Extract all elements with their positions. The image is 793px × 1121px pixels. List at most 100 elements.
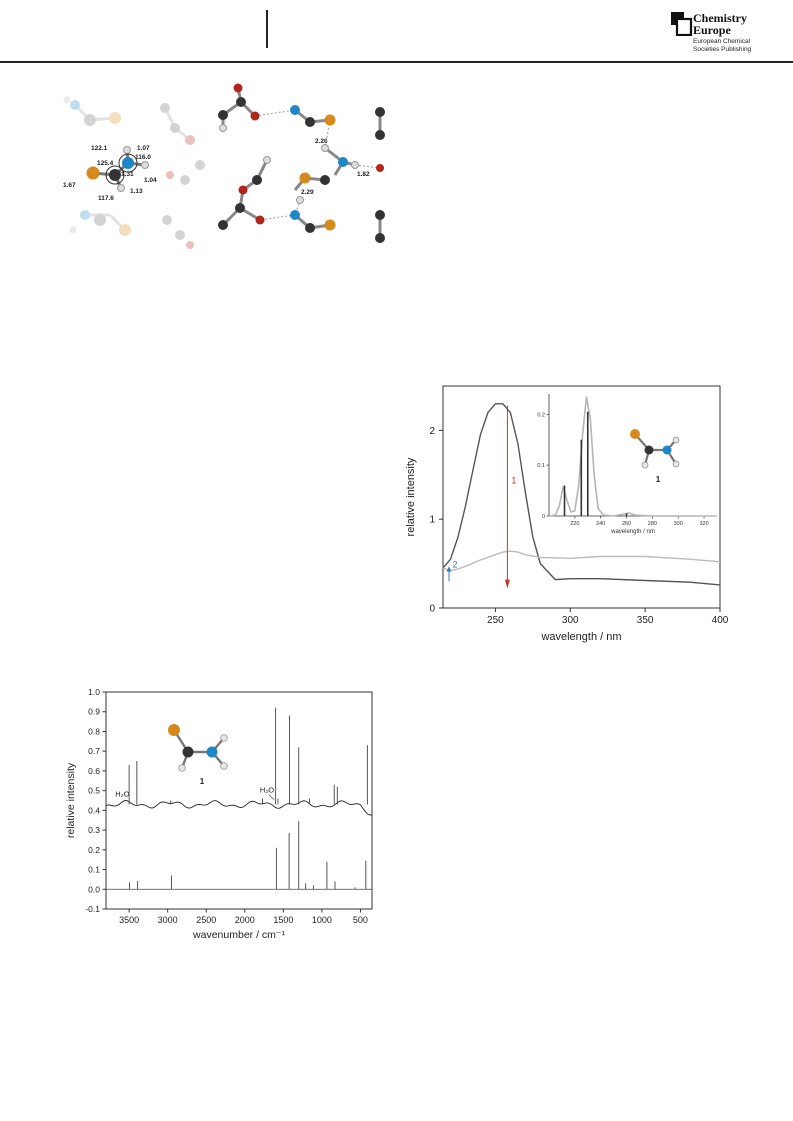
label-2-29: 2.29 <box>301 189 314 196</box>
uv-y-tick-label: 2 <box>429 426 435 437</box>
carbon-atom <box>320 175 330 185</box>
uv-series-line-1 <box>442 403 721 586</box>
ir-x-tick-label: 1000 <box>312 915 332 925</box>
ir-y-tick-label: 0.1 <box>88 865 100 875</box>
ir-water-pointer <box>268 794 275 800</box>
hydrogen-atom <box>117 184 125 192</box>
uv-series <box>442 403 721 586</box>
ir-y-axis-label: relative intensity <box>65 762 77 838</box>
brand-subtitle-line1: European Chemical <box>693 38 751 45</box>
hydrogen-atom <box>123 146 131 154</box>
uv-molecule-nitrogen-atom <box>662 445 672 455</box>
uv-annotation-2: 2 <box>452 559 457 569</box>
ir-y-tick-label: 1.0 <box>88 687 100 697</box>
uv-annotations: 12 <box>446 405 516 589</box>
faded-atom <box>180 175 190 185</box>
label-1-31: 1.31 <box>121 171 134 178</box>
faded-atom <box>185 135 195 145</box>
uv-x-tick-label: 400 <box>712 615 729 626</box>
label-2-26: 2.26 <box>315 138 328 145</box>
faded-atom <box>166 171 174 179</box>
label-122-1: 122.1 <box>91 145 108 152</box>
carbon-atom <box>252 175 262 185</box>
faded-atom <box>63 96 71 104</box>
uv-inset-x-tick-label: 300 <box>674 521 683 527</box>
carbon-atom <box>305 117 315 127</box>
brand-name-line2: Europe <box>693 23 731 37</box>
carbon-atom <box>235 203 245 213</box>
ir-y-tick-label: 0.3 <box>88 825 100 835</box>
ir-y-tick-label: 0.7 <box>88 746 100 756</box>
uv-x-tick-label: 250 <box>487 615 504 626</box>
chemistry-europe-logo-icon <box>671 12 693 36</box>
nitrogen-atom <box>290 105 300 115</box>
faded-atom <box>160 103 170 113</box>
ir-y-tick-label: 0.5 <box>88 786 100 796</box>
faded-atom <box>119 224 131 236</box>
oxygen-atom <box>238 185 248 195</box>
uv-inset-chart: 220 240 260 280 300 320 0 0.1 0.2 wavelength / nm… <box>537 394 717 535</box>
sulfur-atom <box>324 114 336 126</box>
carbon-atom <box>375 130 385 140</box>
faded-atom <box>109 112 121 124</box>
ir-x-tick-label: 500 <box>353 915 368 925</box>
oxygen-atom <box>250 111 260 121</box>
ir-y-tick-label: 0.2 <box>88 845 100 855</box>
ir-spectrum-chart: 3500 3000 2500 2000 1500 1000 500 -0.1 0.0 0.1 0.2… <box>65 687 373 941</box>
ir-x-tick-label: 2500 <box>196 915 216 925</box>
ir-x-tick-label: 2000 <box>235 915 255 925</box>
ir-water-label-2: H₂O <box>260 786 274 795</box>
carbon-atom <box>375 107 385 117</box>
label-1-04: 1.04 <box>144 177 157 184</box>
ir-plot-frame <box>105 691 373 910</box>
brand-name-line1: Chemistry <box>693 11 747 25</box>
structure-labels: 1.07 122.1 116.0 125.4 1.31 1.04 1.67 11… <box>63 138 370 202</box>
faded-atom <box>80 210 90 220</box>
nitrogen-atom <box>122 157 134 169</box>
hydrogen-atom <box>321 144 329 152</box>
uv-inset-y-tick-label: 0.1 <box>537 463 545 469</box>
label-1-82: 1.82 <box>357 171 370 178</box>
uv-molecule-hydrogen-atom <box>672 460 680 468</box>
central-molecule <box>86 146 149 192</box>
ir-molecule-label: 1 <box>200 777 205 786</box>
ir-x-axis-label: wavenumber / cm⁻¹ <box>192 929 285 941</box>
ir-y-tick-label: 0.4 <box>88 805 100 815</box>
oxygen-atom <box>255 215 265 225</box>
label-116-0: 116.0 <box>135 154 151 161</box>
uv-inset-background <box>549 394 717 516</box>
nitrogen-atom <box>338 157 348 167</box>
ir-molecule-carbon-atom <box>182 746 194 758</box>
uv-y-axis-label: relative intensity <box>405 457 417 536</box>
oxygen-atom <box>376 164 384 172</box>
faded-atom <box>69 226 77 234</box>
nitrogen-atom <box>290 210 300 220</box>
uv-molecule-label: 1 <box>656 475 661 484</box>
ir-molecule-hydrogen-atom <box>220 762 228 770</box>
ir-y-tick-label: 0.9 <box>88 707 100 717</box>
ir-molecule-nitrogen-atom <box>206 746 218 758</box>
carbon-atom <box>218 220 228 230</box>
faded-molecules <box>63 96 205 249</box>
ir-y-tick-label: 0.8 <box>88 726 100 736</box>
uv-x-axis-label: wavelength / nm <box>540 631 621 643</box>
uv-x-tick-label: 350 <box>637 615 654 626</box>
faded-atom <box>195 160 205 170</box>
label-1-13: 1.13 <box>130 188 143 195</box>
label-117-6: 117.6 <box>98 195 114 202</box>
ir-experimental-line <box>105 800 373 816</box>
carbon-atom <box>375 233 385 243</box>
uv-molecule-sulfur-atom <box>630 429 640 439</box>
ir-molecule-hydrogen-atom <box>178 764 186 772</box>
ir-x-tick-label: 3500 <box>119 915 139 925</box>
brand-subtitle-line2: Societies Publishing <box>693 46 752 53</box>
carbon-atom <box>218 110 228 120</box>
ring-annotation <box>105 165 125 185</box>
uv-x-tick-label: 300 <box>562 615 579 626</box>
hydrogen-atom <box>219 124 227 132</box>
uv-inset-x-tick-label: 280 <box>648 521 657 527</box>
uv-inset-x-tick-label: 240 <box>596 521 605 527</box>
crystal-structure-figure: 1.07 122.1 116.0 125.4 1.31 1.04 1.67 11… <box>63 83 385 249</box>
